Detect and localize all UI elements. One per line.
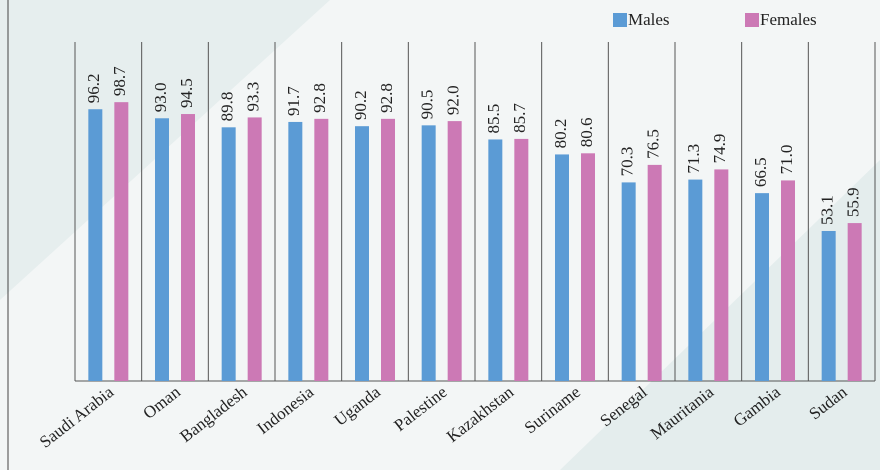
bar: [288, 121, 303, 381]
bar: [847, 223, 862, 381]
x-tick-label: Indonesia: [253, 382, 317, 438]
bar: [181, 114, 195, 381]
bar: [647, 164, 662, 381]
value-label: 85.5: [484, 104, 503, 134]
x-tick-label: Palestine: [390, 382, 450, 435]
bar: [781, 180, 795, 381]
legend-label: Females: [760, 10, 817, 29]
bar: [581, 153, 595, 381]
x-tick-label: Kazakhstan: [443, 382, 518, 446]
value-label: 98.7: [110, 66, 129, 96]
value-label: 70.3: [618, 147, 637, 177]
bar: [488, 139, 503, 381]
value-label: 66.5: [751, 157, 770, 187]
value-label: 74.9: [710, 134, 729, 164]
value-label: 53.1: [818, 195, 837, 225]
value-label: 71.0: [777, 145, 796, 175]
bar: [514, 138, 529, 381]
value-label: 94.5: [177, 78, 196, 108]
value-label: 89.8: [218, 92, 237, 122]
bar: [447, 121, 462, 381]
bar: [88, 109, 103, 382]
bar: [755, 193, 769, 381]
x-tick-label: Uganda: [331, 382, 385, 430]
value-label: 85.7: [510, 103, 529, 133]
bar: [247, 117, 262, 382]
value-label: 92.0: [444, 85, 463, 115]
value-label: 90.2: [351, 90, 370, 120]
value-label: 71.3: [684, 144, 703, 174]
x-tick-label: Oman: [139, 382, 184, 423]
bar: [155, 118, 169, 382]
value-label: 92.8: [377, 83, 396, 113]
x-tick-label: Suriname: [521, 382, 584, 437]
value-label: 96.2: [84, 73, 103, 103]
value-label: 80.2: [551, 119, 570, 149]
bar: [555, 154, 569, 381]
bar: [821, 230, 836, 381]
value-label: 80.6: [577, 118, 596, 148]
value-label: 90.5: [418, 90, 437, 120]
legend-swatch: [613, 13, 627, 27]
x-tick-label: Bangladesh: [176, 382, 251, 446]
bar: [114, 102, 129, 382]
bar: [621, 182, 636, 381]
bar: [421, 125, 436, 382]
legend-label: Males: [628, 10, 670, 29]
bar: [221, 127, 236, 381]
value-label: 91.7: [284, 86, 303, 116]
bar: [714, 169, 729, 381]
value-label: 55.9: [844, 187, 863, 217]
bar: [314, 118, 329, 381]
bar: [355, 126, 369, 381]
legend-swatch: [745, 13, 759, 27]
bar: [688, 179, 703, 381]
value-label: 76.5: [644, 129, 663, 159]
bar: [381, 118, 395, 381]
value-label: 93.0: [151, 83, 170, 113]
value-label: 93.3: [244, 82, 263, 112]
value-label: 92.8: [310, 83, 329, 113]
x-tick-label: Saudi Arabia: [36, 382, 118, 452]
